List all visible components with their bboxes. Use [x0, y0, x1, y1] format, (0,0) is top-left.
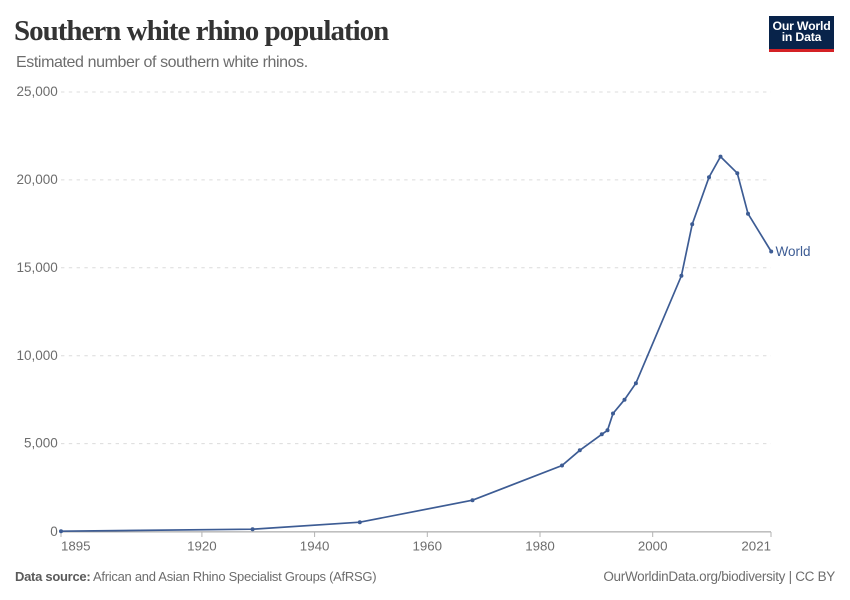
svg-text:World: World [776, 244, 811, 259]
svg-text:1920: 1920 [187, 539, 217, 554]
svg-text:10,000: 10,000 [17, 348, 58, 363]
svg-text:5,000: 5,000 [24, 436, 58, 451]
svg-text:1980: 1980 [525, 539, 555, 554]
svg-text:2021: 2021 [741, 539, 771, 554]
svg-text:25,000: 25,000 [17, 84, 58, 99]
svg-text:20,000: 20,000 [17, 172, 58, 187]
svg-text:2000: 2000 [638, 539, 668, 554]
svg-text:1960: 1960 [413, 539, 443, 554]
svg-text:0: 0 [50, 524, 58, 539]
svg-text:15,000: 15,000 [17, 260, 58, 275]
svg-text:1940: 1940 [300, 539, 330, 554]
svg-text:1895: 1895 [61, 539, 91, 554]
